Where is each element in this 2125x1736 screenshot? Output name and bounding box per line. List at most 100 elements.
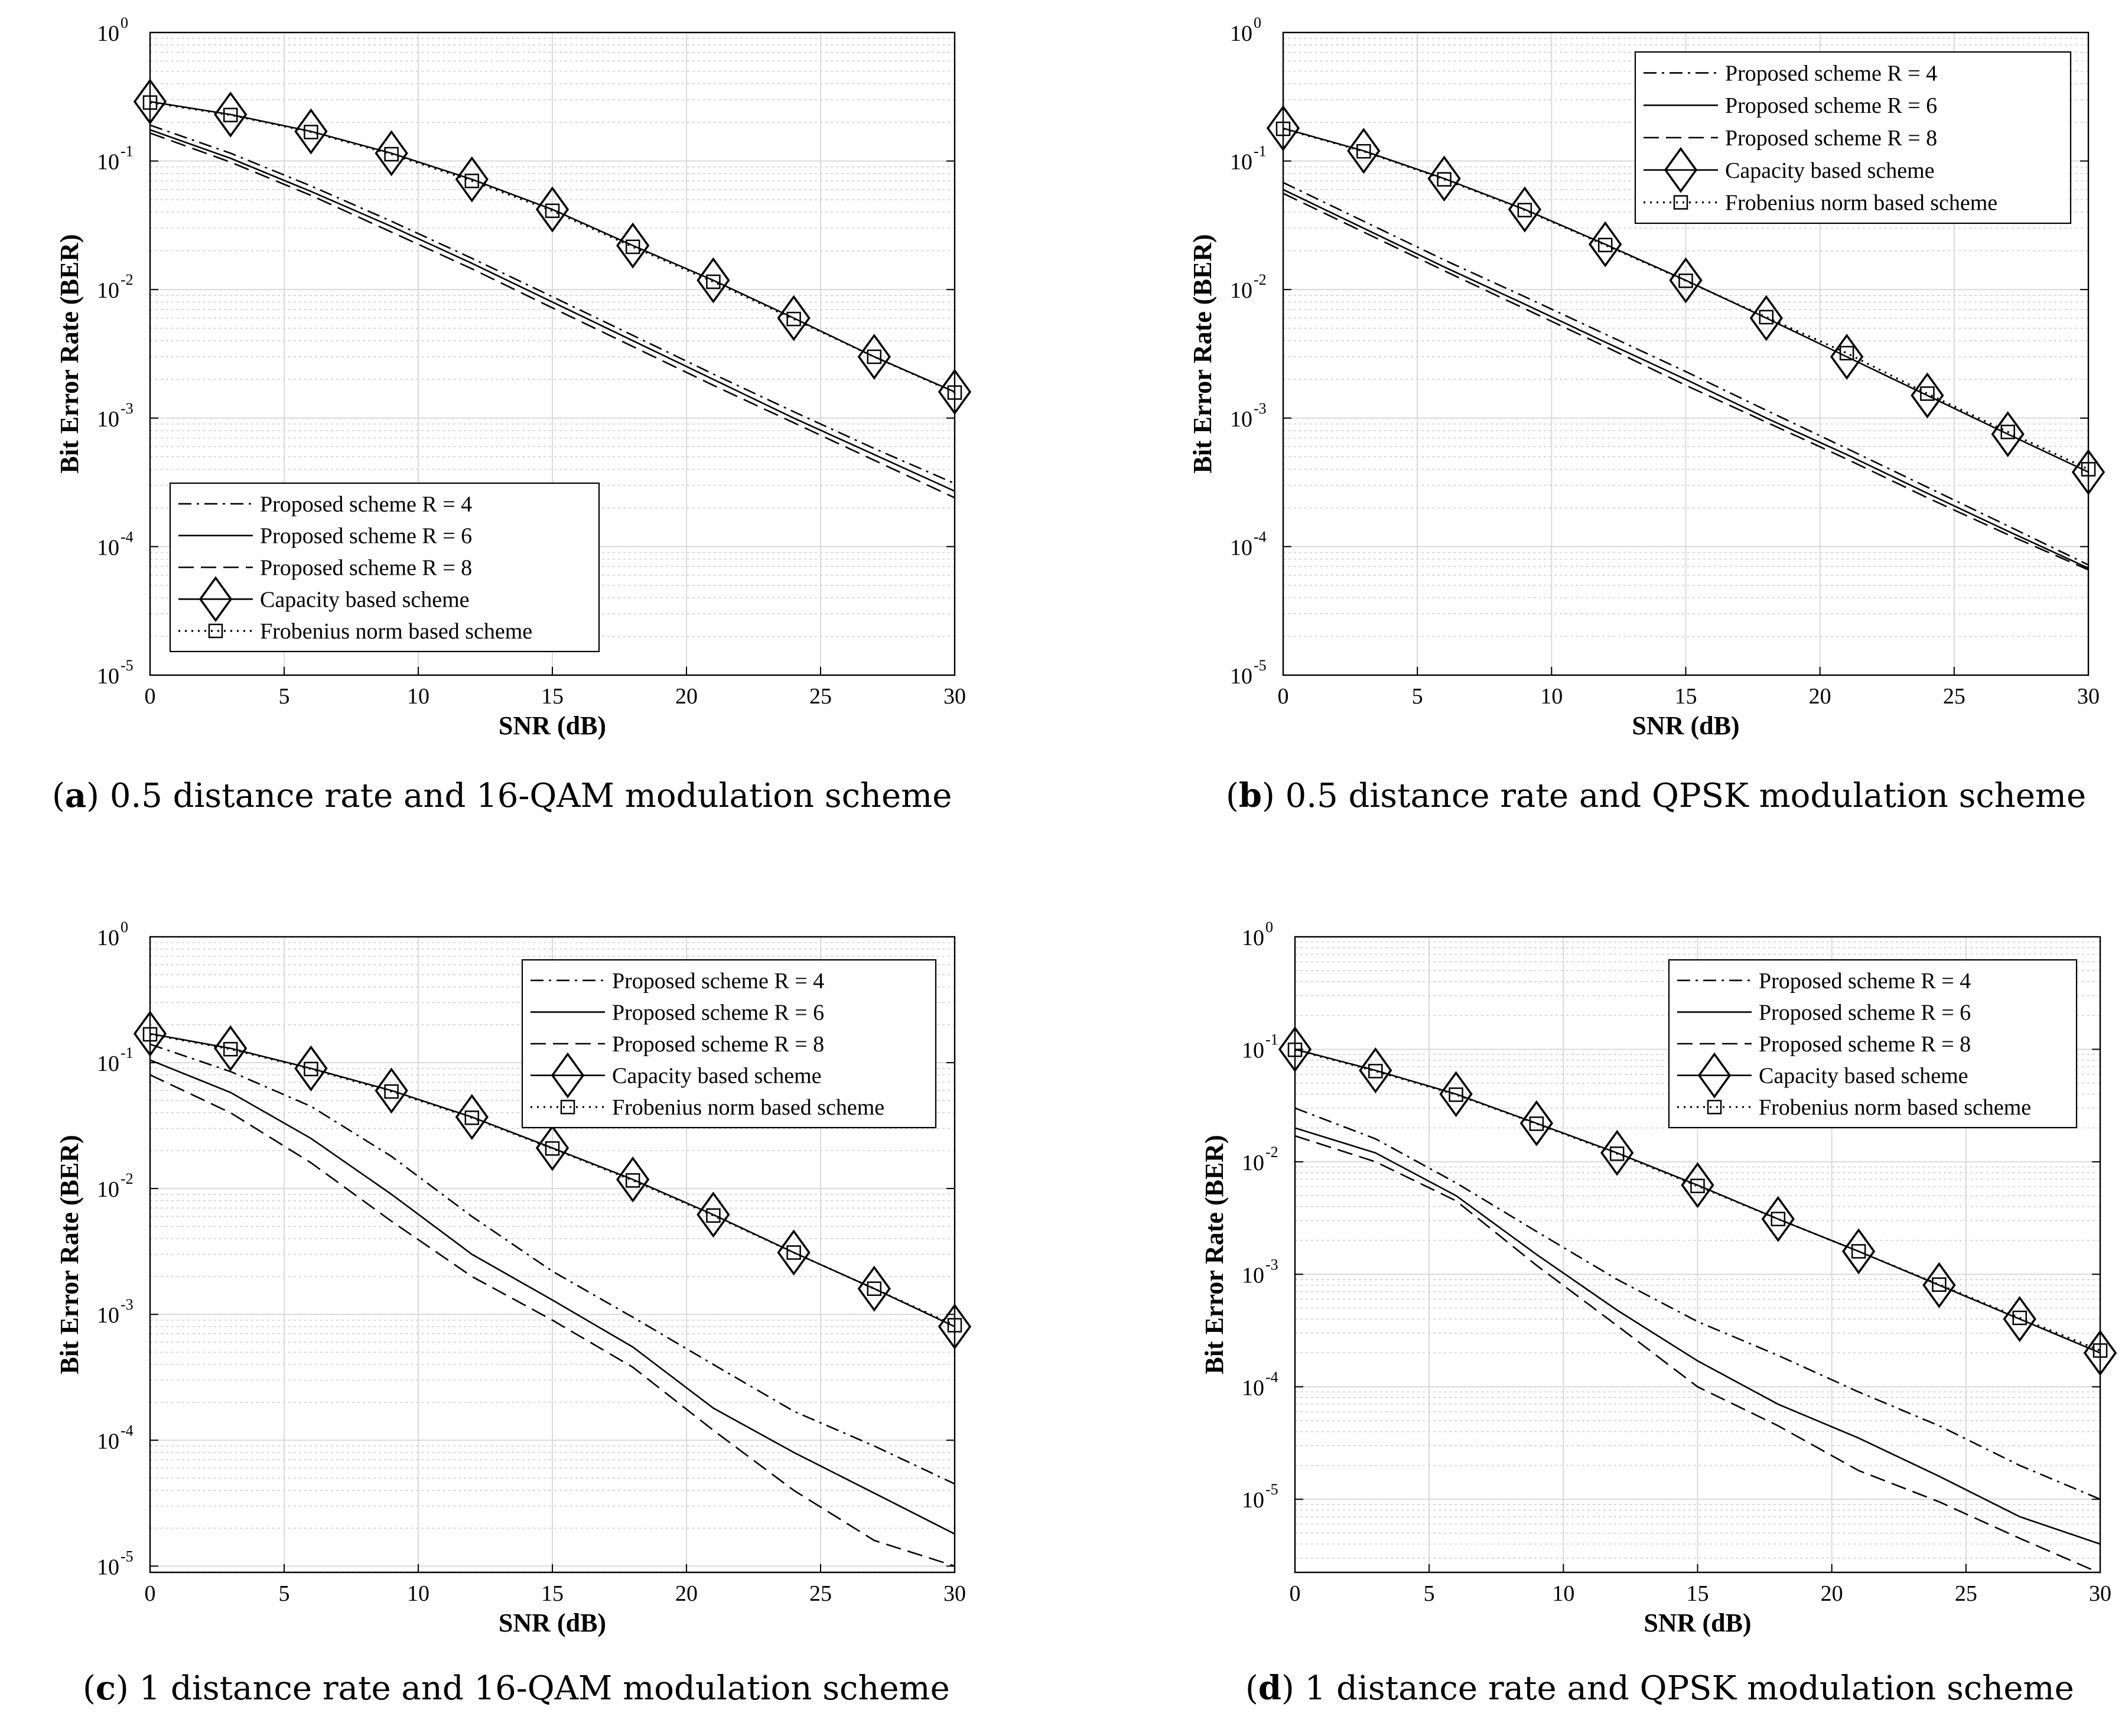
series-5-marker (304, 1061, 318, 1077)
series-5-marker (786, 1245, 801, 1260)
y-tick-exponent: -1 (121, 143, 134, 160)
y-axis-label: Bit Error Rate (BER) (55, 1135, 84, 1374)
y-tick-exponent: -2 (121, 271, 134, 288)
legend-label-4: Capacity based scheme (612, 1064, 822, 1089)
series-line-3 (1295, 1135, 2100, 1572)
y-tick-exponent: 0 (121, 14, 128, 31)
series-4-marker (1991, 411, 2025, 457)
y-tick-label: 10 (97, 1177, 119, 1202)
y-tick-label: 10 (1230, 21, 1252, 46)
series-4-marker (1508, 186, 1542, 233)
series-line-4 (150, 100, 955, 393)
x-tick-label: 15 (541, 684, 564, 709)
y-tick-label: 10 (97, 1429, 119, 1454)
markers-group (1278, 1026, 2117, 1376)
y-tick-exponent: 0 (1254, 14, 1261, 31)
series-5-marker (1368, 1064, 1383, 1079)
series-4-marker (616, 1156, 650, 1203)
series-4-marker (1761, 1196, 1795, 1242)
y-tick-exponent: -1 (1254, 143, 1267, 160)
series-4-marker (777, 295, 811, 341)
x-tick-label: 5 (279, 684, 290, 709)
y-tick-exponent: -4 (1254, 528, 1267, 545)
series-group (1283, 127, 2088, 571)
legend-box (1634, 51, 2072, 224)
y-tick-label: 10 (97, 1303, 119, 1328)
series-5-marker (464, 174, 480, 188)
x-tick-label: 30 (943, 1581, 966, 1606)
series-5-marker (1529, 1116, 1544, 1131)
y-tick-label: 10 (1230, 150, 1252, 175)
series-4-marker (1600, 1129, 1634, 1176)
legend-label-2: Proposed scheme R = 6 (260, 524, 472, 549)
legend-marker-5 (1673, 195, 1688, 210)
series-5-marker (1437, 172, 1452, 187)
legend-label-2: Proposed scheme R = 6 (1759, 1000, 1971, 1025)
series-4-marker (1830, 333, 1864, 380)
caption-text: 0.5 distance rate and 16-QAM modulation … (110, 777, 952, 815)
series-4-marker (214, 1025, 248, 1071)
caption-open-paren: ( (1245, 1669, 1258, 1708)
x-tick-label: 5 (1412, 684, 1423, 709)
legend-label-3: Proposed scheme R = 8 (1725, 126, 1937, 151)
y-tick-exponent: -5 (1265, 1481, 1278, 1498)
legend-marker-5 (560, 1099, 575, 1115)
series-5-marker (545, 1141, 560, 1156)
series-4-marker (535, 186, 570, 233)
series-group (1295, 1048, 2100, 1572)
markers-group (1266, 105, 2106, 496)
series-4-marker (294, 1045, 328, 1092)
x-axis-label: SNR (dB) (1644, 1608, 1751, 1637)
y-tick-label: 10 (97, 1555, 119, 1579)
series-4-marker (214, 91, 248, 138)
series-5-marker (223, 108, 238, 122)
series-5-marker (545, 203, 560, 219)
y-tick-label: 10 (1242, 1151, 1264, 1175)
series-line-2 (1295, 1127, 2100, 1545)
legend-label-2: Proposed scheme R = 6 (612, 1000, 824, 1025)
legend-label-5: Frobenius norm based scheme (1759, 1095, 2031, 1120)
series-5-marker (1517, 203, 1532, 217)
y-tick-exponent: -1 (1265, 1031, 1278, 1048)
y-tick-label: 10 (97, 535, 119, 560)
x-tick-label: 0 (145, 684, 156, 709)
y-tick-label: 10 (97, 1051, 119, 1076)
series-4-marker (1439, 1071, 1473, 1118)
y-tick-exponent: -3 (121, 400, 134, 417)
y-tick-exponent: -5 (121, 657, 134, 674)
series-line-4 (1283, 127, 2088, 473)
legend-label-1: Proposed scheme R = 4 (1725, 61, 1937, 86)
legend-label-2: Proposed scheme R = 6 (1725, 93, 1937, 118)
legend-marker-4 (1697, 1052, 1732, 1099)
series-5-marker (2000, 425, 2015, 439)
y-tick-label: 10 (1242, 1263, 1264, 1288)
series-5-marker (706, 274, 721, 289)
caption-open-paren: ( (52, 777, 65, 815)
caption-panel-label: c (96, 1669, 116, 1708)
series-5-marker (1678, 273, 1693, 288)
y-axis-label: Bit Error Rate (BER) (55, 234, 84, 473)
x-tick-labels: 0 5 10 15 20 25 30 (145, 1564, 966, 1606)
caption-text: 1 distance rate and 16-QAM modulation sc… (139, 1669, 950, 1708)
series-5-marker (1932, 1277, 1947, 1292)
series-4-marker (1589, 221, 1622, 268)
legend-marker-4 (198, 576, 233, 623)
caption-open-paren: ( (83, 1669, 96, 1708)
series-5-marker (1597, 237, 1613, 253)
x-tick-label: 15 (541, 1581, 564, 1606)
series-5-marker (1449, 1087, 1463, 1102)
legend-label-1: Proposed scheme R = 4 (612, 969, 824, 994)
x-tick-label: 10 (1552, 1581, 1574, 1606)
y-tick-exponent: -3 (1265, 1256, 1278, 1273)
series-5-marker (786, 311, 801, 327)
series-4-marker (857, 333, 891, 380)
x-tick-label: 20 (1821, 1581, 1843, 1606)
y-tick-label: 10 (1242, 1038, 1264, 1063)
panel-caption: (a) 0.5 distance rate and 16-QAM modulat… (52, 776, 952, 815)
